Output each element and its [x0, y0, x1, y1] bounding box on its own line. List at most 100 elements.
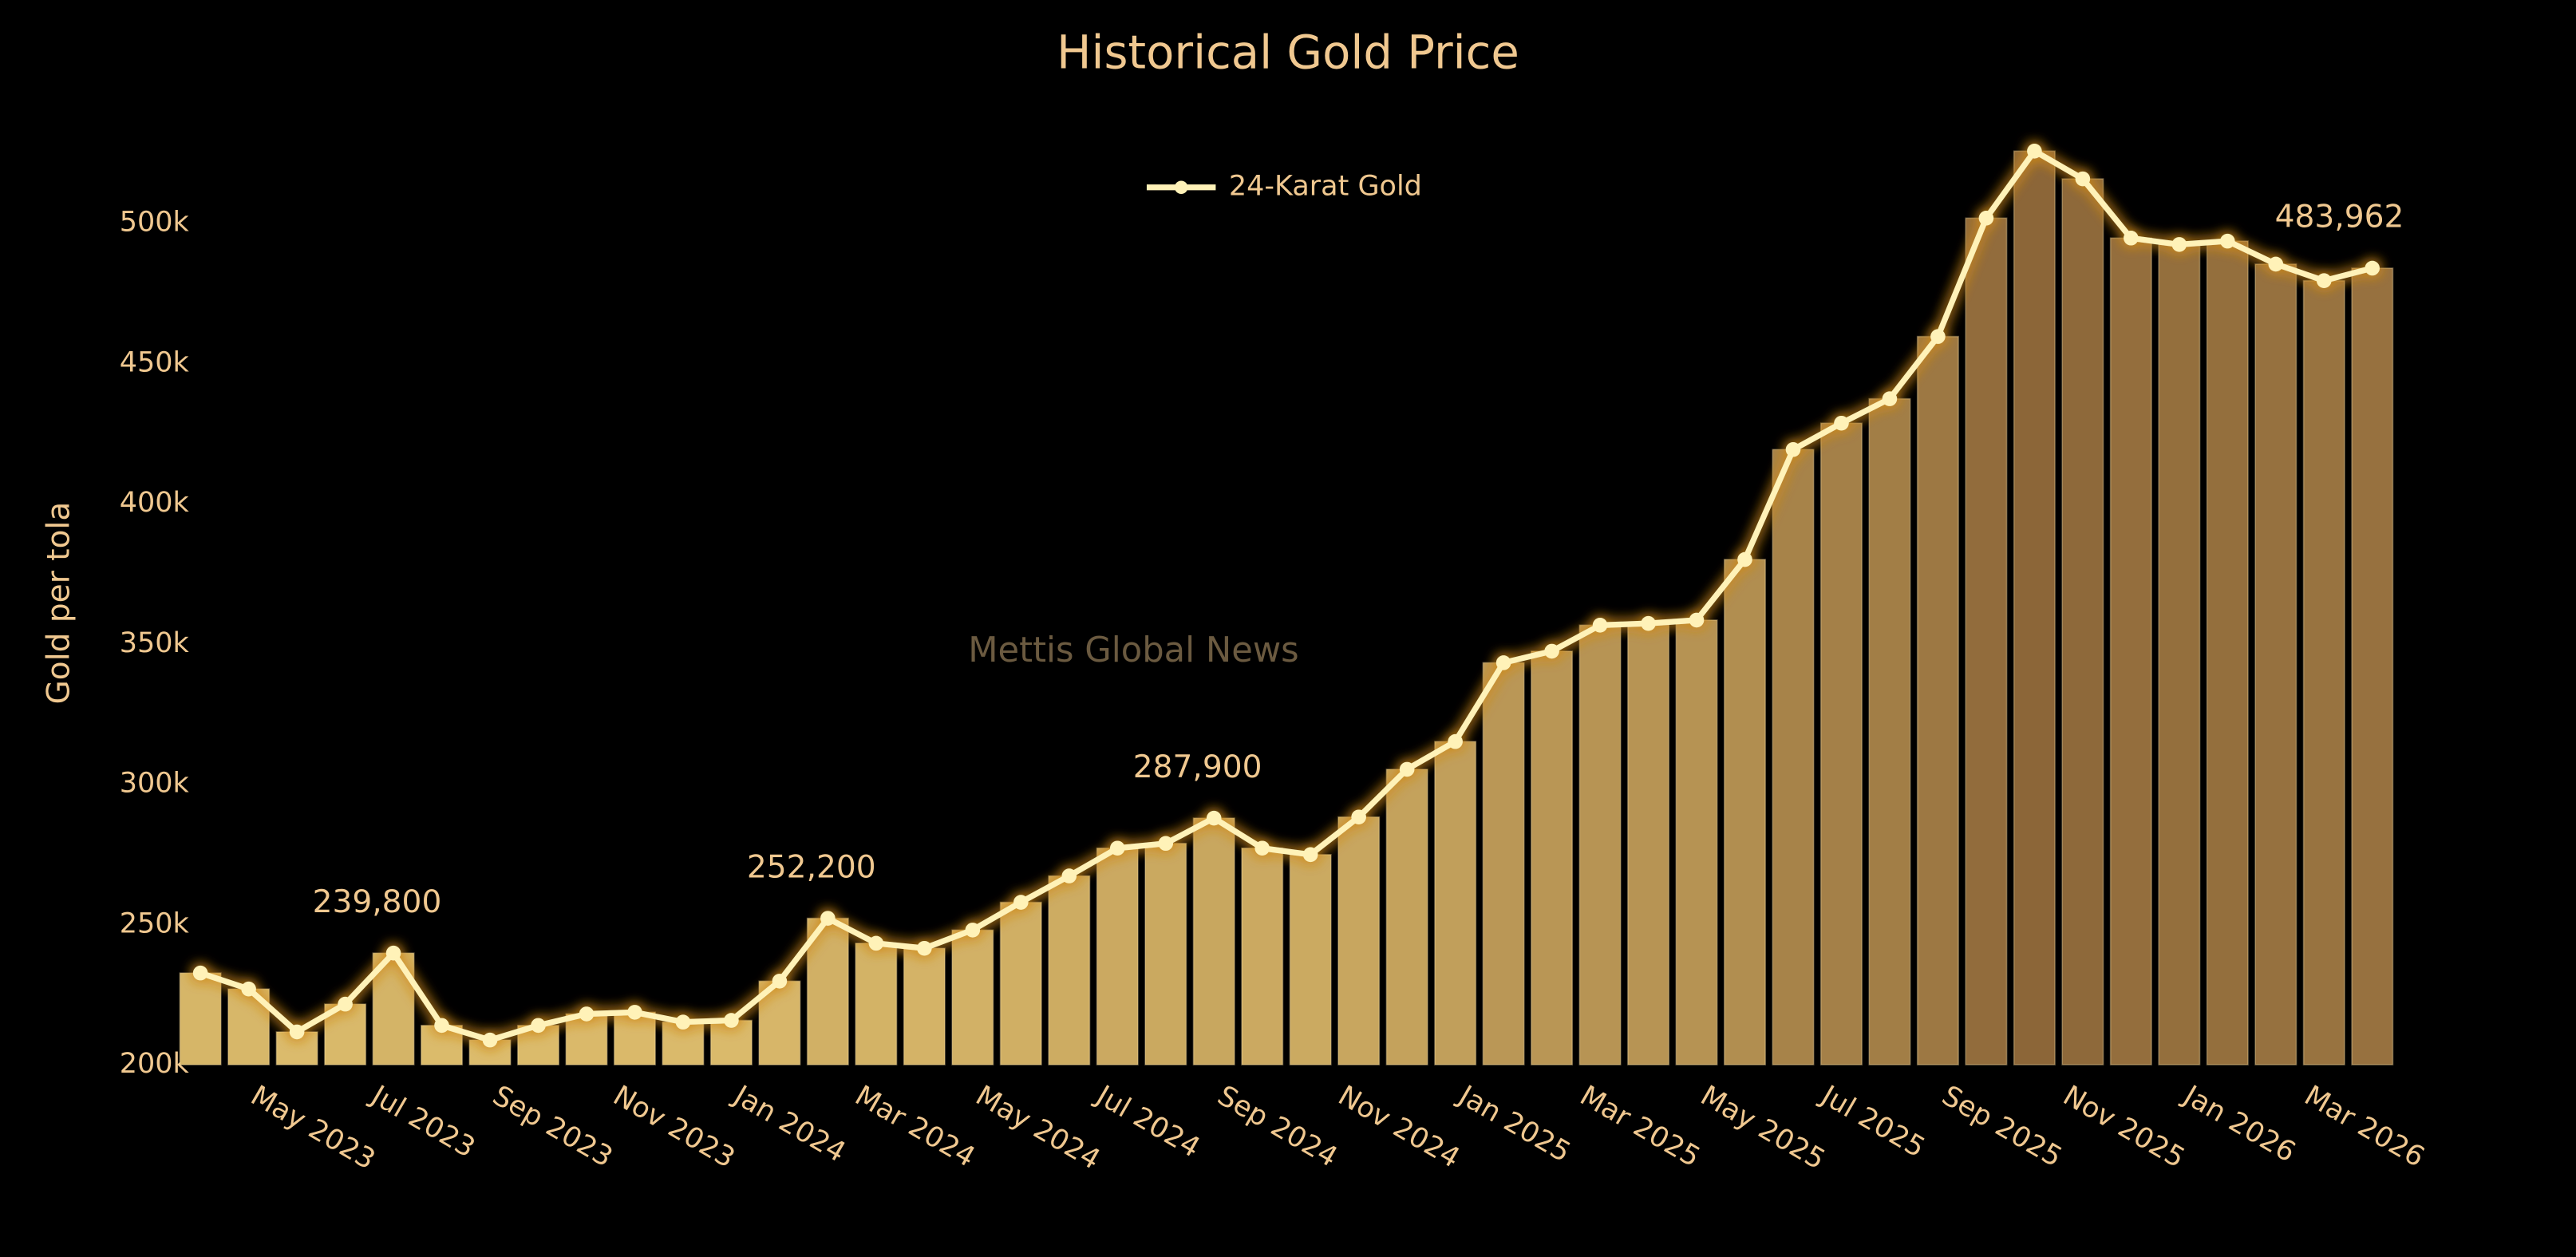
point: [289, 1024, 305, 1040]
legend-marker: [1174, 180, 1188, 194]
point: [1930, 329, 1946, 344]
x-tick-label: Jul 2023: [365, 1079, 480, 1164]
point: [627, 1005, 642, 1020]
point: [1351, 809, 1366, 824]
point: [917, 940, 932, 956]
bar: [1868, 397, 1911, 1065]
bar: [179, 972, 222, 1065]
point: [1737, 551, 1752, 567]
bar: [806, 917, 849, 1065]
point: [1399, 761, 1415, 777]
bar: [1192, 817, 1235, 1065]
y-tick-label: 400k: [120, 487, 190, 519]
x-tick-label: May 2025: [1695, 1080, 1830, 1176]
point: [434, 1018, 449, 1034]
bar: [709, 1019, 753, 1065]
y-axis-label: Gold per tola: [41, 502, 77, 705]
bar: [2302, 279, 2345, 1065]
point: [579, 1006, 595, 1022]
bar: [1916, 335, 1959, 1065]
point: [1302, 847, 1318, 863]
x-tick-label: Jan 2025: [1452, 1079, 1575, 1169]
x-tick-label: Jan 2024: [727, 1079, 851, 1169]
bar: [613, 1011, 656, 1065]
point: [1448, 733, 1463, 749]
bar: [2158, 243, 2201, 1065]
price-line: [200, 148, 2373, 1043]
x-tick-label: May 2023: [245, 1080, 380, 1176]
point: [1641, 615, 1656, 631]
point: [1495, 655, 1511, 670]
bar: [1675, 619, 1718, 1065]
x-tick-label: Jul 2024: [1089, 1079, 1205, 1164]
x-tick-label: Mar 2024: [850, 1080, 981, 1174]
bar: [1819, 422, 1863, 1065]
bar: [2206, 240, 2249, 1065]
point: [1109, 840, 1125, 856]
x-tick-label: May 2024: [970, 1080, 1105, 1176]
point: [531, 1018, 546, 1034]
x-tick-label: Nov 2023: [608, 1080, 741, 1175]
point: [482, 1032, 498, 1048]
bar: [2109, 237, 2152, 1065]
x-tick-label: Nov 2025: [2057, 1080, 2190, 1175]
bar: [1627, 623, 1670, 1065]
bar: [1385, 769, 1428, 1065]
point: [338, 996, 353, 1012]
bar: [1772, 449, 1815, 1065]
value-label: 483,962: [2275, 200, 2404, 235]
point: [2365, 260, 2380, 276]
point: [868, 935, 884, 951]
point: [192, 965, 208, 981]
point: [385, 945, 401, 961]
point: [1061, 868, 1077, 883]
chart-title: Historical Gold Price: [1057, 26, 1519, 80]
point: [1544, 643, 1559, 659]
bar: [1531, 650, 1574, 1065]
point: [1254, 840, 1270, 856]
watermark: Mettis Global News: [968, 630, 1298, 670]
y-tick-label: 450k: [120, 346, 190, 378]
point: [241, 981, 256, 997]
value-label: 252,200: [747, 849, 876, 885]
x-tick-label: Jan 2026: [2177, 1079, 2301, 1169]
point: [2027, 144, 2042, 159]
bar: [1048, 875, 1091, 1065]
x-tick-label: Sep 2024: [1212, 1080, 1343, 1174]
point: [1689, 612, 1705, 628]
point: [1013, 895, 1029, 910]
point: [1785, 442, 1801, 457]
bar: [903, 947, 946, 1065]
x-tick-label: Nov 2024: [1333, 1080, 1465, 1175]
point: [1978, 211, 1994, 226]
point: [772, 974, 788, 989]
x-tick-label: Sep 2023: [487, 1080, 618, 1174]
point: [965, 923, 981, 938]
value-label: 239,800: [313, 884, 442, 920]
bar: [1482, 662, 1525, 1065]
x-tick-label: Mar 2026: [2299, 1080, 2430, 1174]
bar: [2013, 150, 2056, 1065]
point: [1882, 391, 1898, 406]
bar: [1723, 559, 1767, 1065]
y-tick-label: 350k: [120, 627, 190, 659]
bar: [2254, 263, 2297, 1065]
bar: [1434, 741, 1477, 1065]
bar: [1337, 816, 1381, 1065]
bar: [1965, 217, 2008, 1065]
bar: [2351, 267, 2394, 1065]
point: [820, 911, 836, 926]
y-tick-label: 250k: [120, 907, 190, 939]
x-tick-label: Jul 2025: [1815, 1079, 1930, 1164]
bar: [1241, 847, 1284, 1065]
point: [2124, 230, 2139, 246]
line-group: [192, 144, 2380, 1048]
point: [675, 1014, 691, 1030]
bar: [951, 929, 994, 1065]
bar: [2061, 178, 2104, 1065]
y-tick-label: 500k: [120, 207, 190, 239]
bar: [855, 943, 898, 1065]
x-tick-label: Sep 2025: [1937, 1080, 2068, 1174]
point: [2317, 273, 2332, 288]
